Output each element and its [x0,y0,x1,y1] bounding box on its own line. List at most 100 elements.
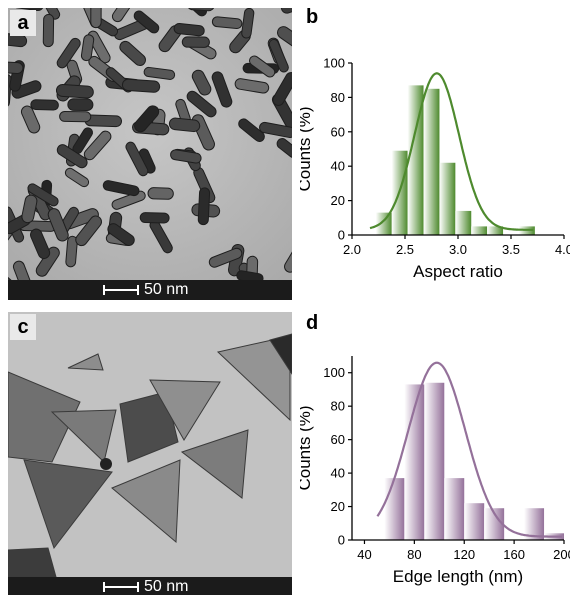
nanorod [139,212,170,224]
nanorod [241,8,255,39]
y-tick-label: 60 [331,124,345,139]
nanorod [90,8,102,29]
histogram-bar [439,162,456,235]
x-axis-label: Edge length (nm) [393,567,523,586]
tem-image-nanotriangles: c 50 nm [8,312,292,595]
nanotriangle [8,371,81,463]
nanorod [107,223,135,247]
scale-line-c [103,582,139,592]
x-tick-label: 2.0 [343,242,361,257]
histogram-bar [424,382,445,540]
aspect-ratio-histogram: 2.0 2.5 3.0 3.5 4.0 0 20 40 60 80 100 Aspect ratio C… [300,56,570,282]
nanorod [12,260,33,280]
nanorod [56,37,81,69]
nanorod [125,141,149,177]
tem-image-nanorods: a 50 nm [8,8,292,300]
nanorod [186,90,217,118]
edge-length-histogram: 40 80 120 160 200 0 20 40 60 80 100 Edge length (nm… [300,356,570,586]
nanorod [65,235,78,268]
y-tick-label: 100 [323,56,345,71]
nanorod [236,270,264,280]
x-tick-label: 40 [357,547,371,562]
scale-label-a: 50 nm [144,281,189,298]
y-axis-label: Counts (%) [300,106,314,191]
nanorod [111,190,146,210]
nanorod [67,98,94,112]
nanorod-particles [8,8,292,280]
y-axis-label: Counts (%) [300,405,314,490]
x-tick-label: 3.5 [502,242,520,257]
nanorod [143,66,176,80]
y-tick-label: 80 [331,399,345,414]
histogram-bar [484,508,505,540]
nanorod [12,8,44,12]
histogram-bar [375,212,392,235]
panel-letter-c: c [10,314,36,340]
nanorod [211,71,233,108]
nanorod [234,78,270,94]
histogram-bar [464,503,485,540]
nanorod [30,228,51,260]
nanorod [75,215,102,247]
panel-letter-b: b [306,6,319,28]
nanorod [284,248,292,273]
nanorod [191,69,212,96]
gaussian-fit-line [376,361,562,538]
y-tick-label: 100 [323,365,345,380]
tem-background [8,8,292,280]
nanotriangle [50,409,117,463]
nanotriangle [23,459,113,550]
scale-label-c: 50 nm [144,578,189,595]
gaussian-fit-line [369,72,534,231]
nanorod [181,36,210,48]
histogram-bar [407,85,424,235]
nanorod [133,10,160,34]
nanorod [55,83,94,99]
y-tick-label: 60 [331,432,345,447]
y-tick-label: 80 [331,90,345,105]
nanorod [277,26,292,50]
scale-bar-c: 50 nm [8,577,292,595]
nanorod [259,121,292,139]
nanorod [102,180,140,197]
nanorod [20,105,41,134]
nanorod [147,187,174,200]
histogram-bar [455,210,472,235]
nanotriangle [180,429,249,499]
nanorod [186,8,215,12]
nanorod [249,55,276,78]
nanotriangle [8,547,57,577]
x-tick-label: 80 [407,547,421,562]
nanorod [11,80,42,99]
nanorod [64,167,90,188]
y-tick-label: 20 [331,499,345,514]
nanorod [30,99,59,111]
nanoparticle [100,458,112,470]
nanotriangle [149,379,221,441]
nanorod [170,149,202,164]
nanorod [56,144,88,169]
y-tick-label: 40 [331,159,345,174]
nanorod [83,130,112,161]
nanorod [268,38,289,73]
y-tick-label: 0 [338,533,345,548]
y-tick-label: 20 [331,193,345,208]
panel-letter-d: d [306,312,319,334]
x-tick-label: 120 [453,547,475,562]
nanorod [42,13,55,48]
nanorod [276,138,292,159]
nanorod [168,117,201,133]
nanorod [197,187,211,226]
histogram-bar [423,88,440,235]
x-tick-label: 200 [553,547,570,562]
nanotriangle [269,333,292,375]
nanorod [173,22,205,37]
histogram-bar [487,226,504,235]
nanorod [27,183,59,207]
x-tick-label: 2.5 [396,242,414,257]
nanorod [8,60,24,74]
nanorod [208,247,243,268]
nanorod [280,8,292,14]
nanotriangle-particles [8,312,292,577]
nanorod [111,8,137,23]
